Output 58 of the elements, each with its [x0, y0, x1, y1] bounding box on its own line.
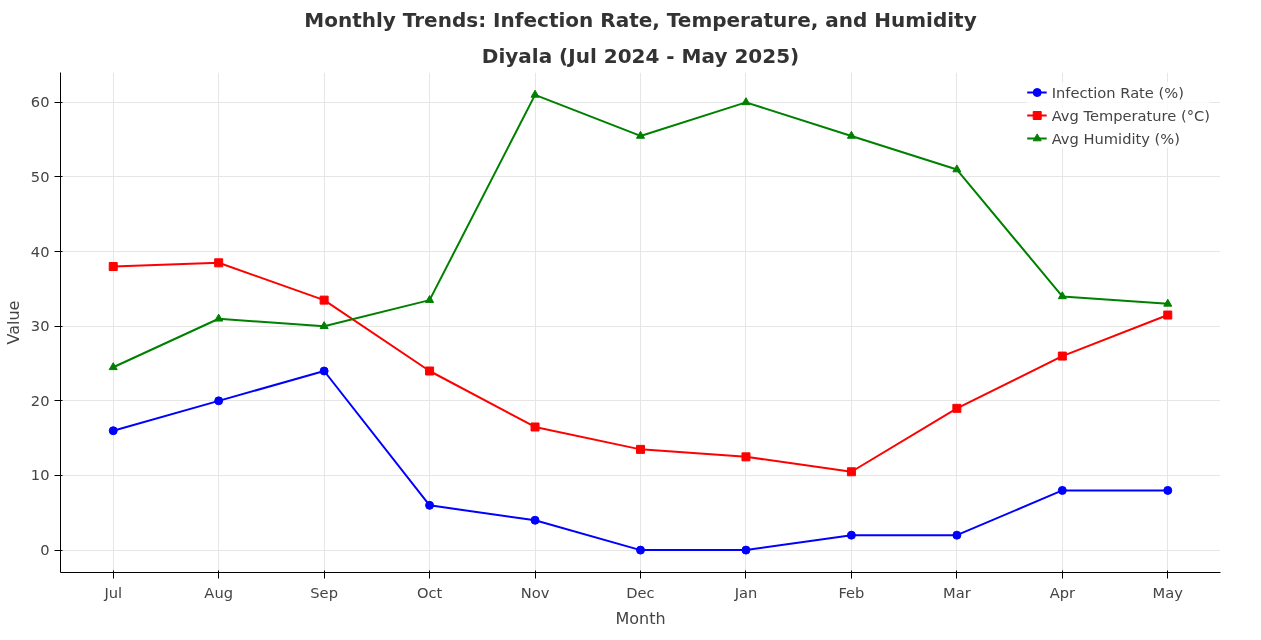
point: [1163, 298, 1173, 307]
point: [636, 444, 645, 454]
y-tick-label: 10: [30, 466, 50, 484]
point: [425, 294, 435, 303]
point: [846, 130, 856, 139]
legend-label: Infection Rate (%): [1051, 83, 1184, 101]
point: [1057, 351, 1067, 361]
y-tick-label: 30: [30, 317, 50, 335]
point: [530, 422, 540, 432]
x-tick-label: Nov: [520, 583, 550, 601]
y-axis-title: Value: [3, 300, 23, 345]
x-tick-label: Feb: [838, 583, 865, 601]
point: [1163, 485, 1173, 495]
point: [214, 258, 224, 268]
point: [1057, 485, 1067, 495]
point: [741, 97, 751, 106]
point: [636, 545, 645, 555]
x-tick-label: Sep: [310, 583, 338, 601]
x-tick-label: Dec: [626, 583, 655, 601]
point: [108, 426, 118, 436]
x-tick-label: Mar: [943, 583, 972, 601]
y-tick-label: 40: [30, 242, 50, 260]
legend-label: Avg Humidity (%): [1051, 129, 1180, 147]
point: [425, 500, 435, 510]
point: [846, 530, 856, 540]
point: [952, 164, 962, 173]
x-tick-label: Apr: [1049, 583, 1076, 601]
x-tick-label: Aug: [204, 583, 233, 601]
legend-label: Avg Temperature (°C): [1051, 106, 1210, 124]
x-tick-label: May: [1152, 583, 1184, 601]
point: [741, 452, 751, 462]
x-tick-label: Jul: [103, 583, 123, 601]
point: [214, 313, 224, 322]
point: [530, 515, 540, 525]
point: [319, 366, 329, 376]
point: [530, 89, 540, 98]
x-tick-label: Jan: [733, 583, 758, 601]
y-tick-label: 60: [30, 93, 50, 111]
point: [214, 396, 224, 406]
y-tick-label: 0: [40, 541, 50, 559]
x-axis-title: Month: [615, 608, 666, 628]
point: [319, 321, 329, 330]
point: [636, 130, 645, 139]
y-tick-label: 50: [30, 167, 50, 185]
point: [108, 362, 118, 371]
point: [952, 530, 962, 540]
point: [1163, 310, 1173, 320]
chart-title: Monthly Trends: Infection Rate, Temperature, and Humidity: [304, 7, 977, 32]
point: [108, 262, 118, 272]
point: [741, 545, 751, 555]
point: [952, 403, 962, 413]
point: [319, 295, 329, 305]
point: [846, 467, 856, 477]
x-tick-label: Oct: [416, 583, 443, 601]
point: [1057, 291, 1067, 300]
point: [425, 366, 435, 376]
chart-subtitle: Diyala (Jul 2024 - May 2025): [481, 43, 800, 68]
y-tick-label: 20: [30, 391, 50, 409]
